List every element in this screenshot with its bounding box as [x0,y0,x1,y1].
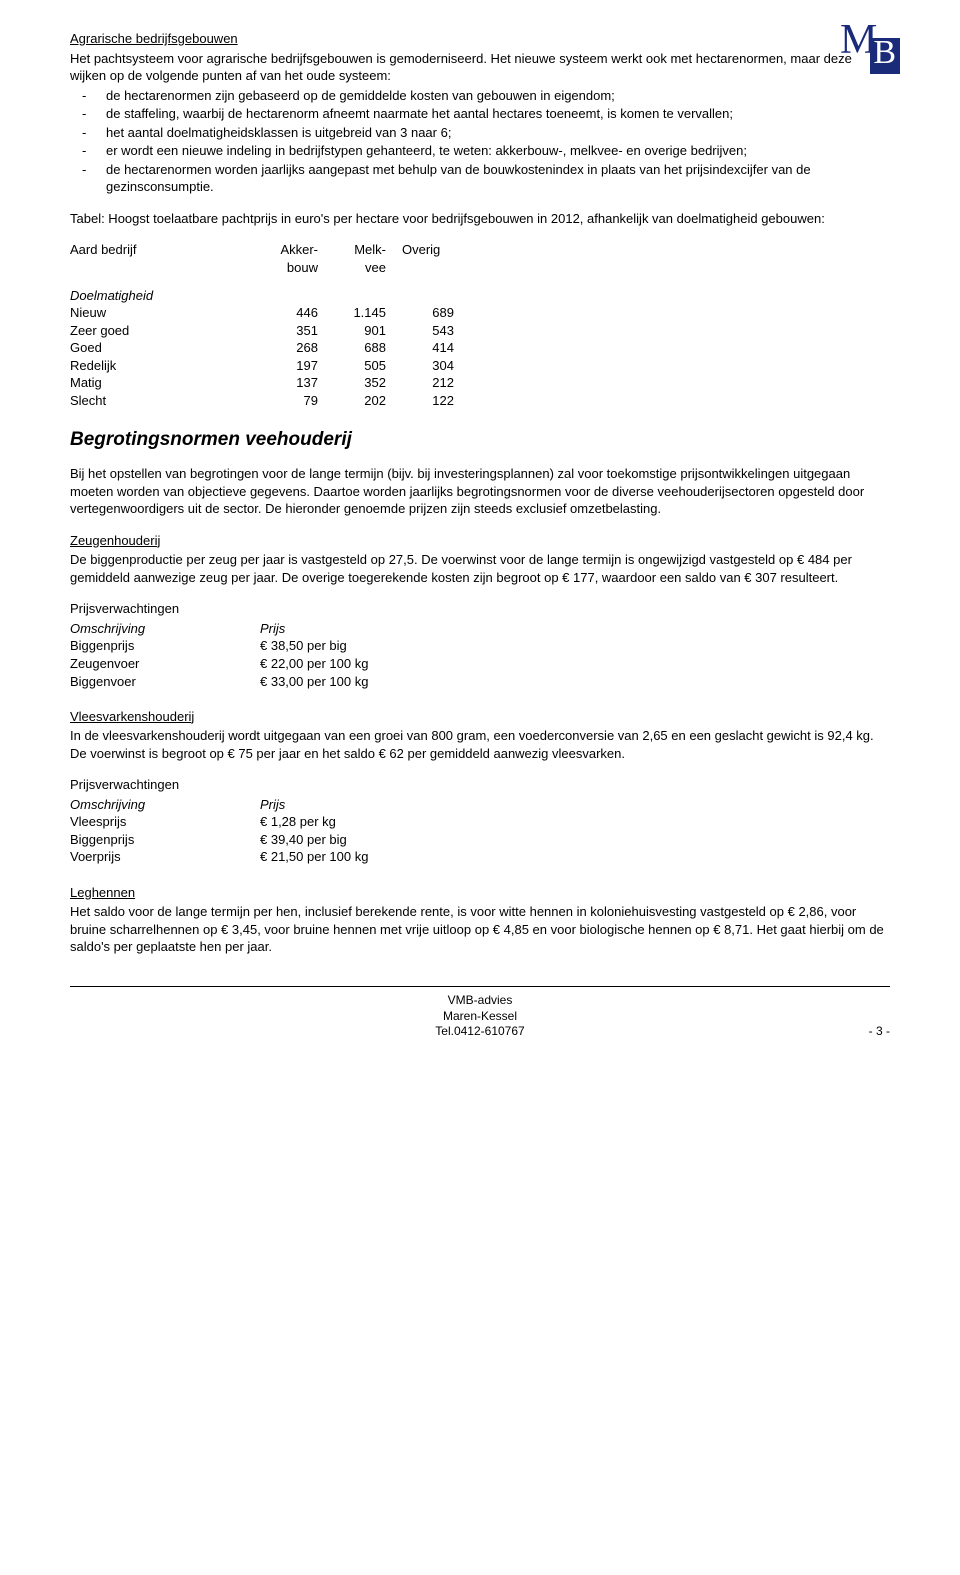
prijs-heading: Prijsverwachtingen [70,600,890,618]
table-row: Zeer goed 351 901 543 [70,322,470,340]
company-logo: M B [840,18,900,74]
leghennen-text: Het saldo voor de lange termijn per hen,… [70,903,890,956]
section1-intro: Het pachtsysteem voor agrarische bedrijf… [70,50,890,85]
list-item: de hectarenormen worden jaarlijks aangep… [106,161,890,196]
kv-row: Zeugenvoer€ 22,00 per 100 kg [70,655,368,673]
header-label: Aard bedrijf [70,241,266,276]
table-row: Slecht 79 202 122 [70,392,470,410]
col-header: Akker-bouw [266,241,334,276]
vlees-title: Vleesvarkenshouderij [70,708,890,726]
section2-intro: Bij het opstellen van begrotingen voor d… [70,465,890,518]
section1-bullet-list: de hectarenormen zijn gebaseerd op de ge… [70,87,890,196]
col-header: Overig [402,241,470,276]
prijs-heading: Prijsverwachtingen [70,776,890,794]
footer-line: VMB-advies [70,993,890,1009]
vlees-text: In de vleesvarkenshouderij wordt uitgega… [70,727,890,762]
section2-title: Begrotingsnormen veehouderij [70,427,890,453]
kv-header-v: Prijs [260,796,368,814]
list-item: de staffeling, waarbij de hectarenorm af… [106,105,890,123]
table-row: Nieuw 446 1.145 689 [70,304,470,322]
pacht-table: Aard bedrijf Akker-bouw Melk-vee Overig … [70,241,470,409]
page-number: - 3 - [869,1024,890,1040]
footer-line: Tel.0412-610767 [70,1024,890,1040]
document-page: M B Agrarische bedrijfsgebouwen Het pach… [0,0,960,1575]
table-row: Goed 268 688 414 [70,339,470,357]
list-item: het aantal doelmatigheidsklassen is uitg… [106,124,890,142]
vlees-prijs-table: Omschrijving Prijs Vleesprijs€ 1,28 per … [70,796,368,866]
rowgroup-label: Doelmatigheid [70,287,470,305]
kv-row: Voerprijs€ 21,50 per 100 kg [70,848,368,866]
list-item: de hectarenormen zijn gebaseerd op de ge… [106,87,890,105]
kv-header-k: Omschrijving [70,620,260,638]
kv-row: Biggenprijs€ 38,50 per big [70,637,368,655]
kv-row: Vleesprijs€ 1,28 per kg [70,813,368,831]
footer-divider [70,986,890,987]
kv-row: Biggenvoer€ 33,00 per 100 kg [70,673,368,691]
leghennen-title: Leghennen [70,884,890,902]
table-header-row: Aard bedrijf Akker-bouw Melk-vee Overig [70,241,470,276]
page-footer: VMB-advies Maren-Kessel Tel.0412-610767 … [70,993,890,1040]
table-row: Matig 137 352 212 [70,374,470,392]
zeugen-prijs-table: Omschrijving Prijs Biggenprijs€ 38,50 pe… [70,620,368,690]
kv-header-k: Omschrijving [70,796,260,814]
col-header: Melk-vee [334,241,402,276]
zeugen-text: De biggenproductie per zeug per jaar is … [70,551,890,586]
zeugen-title: Zeugenhouderij [70,532,890,550]
table-row: Redelijk 197 505 304 [70,357,470,375]
kv-header-v: Prijs [260,620,368,638]
table-intro: Tabel: Hoogst toelaatbare pachtprijs in … [70,210,890,228]
list-item: er wordt een nieuwe indeling in bedrijfs… [106,142,890,160]
section1-title: Agrarische bedrijfsgebouwen [70,30,890,48]
kv-row: Biggenprijs€ 39,40 per big [70,831,368,849]
footer-line: Maren-Kessel [70,1009,890,1025]
logo-letter-b: B [873,30,896,76]
